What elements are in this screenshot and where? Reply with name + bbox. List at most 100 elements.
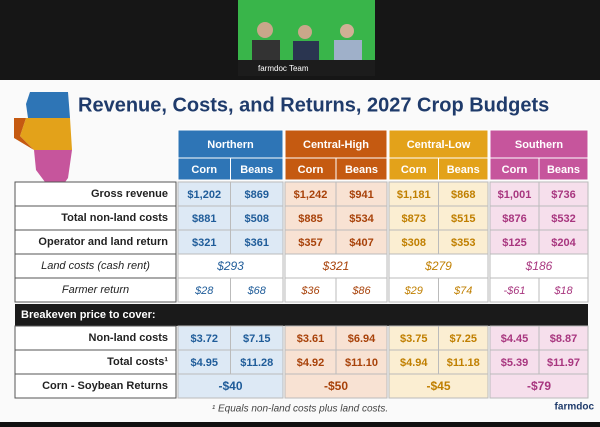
subheader-cell — [438, 157, 489, 181]
value: -$61 — [503, 285, 525, 297]
value-cell — [177, 205, 231, 231]
subheader-cell — [538, 157, 589, 181]
value-cell — [388, 205, 439, 231]
group-header — [177, 129, 284, 159]
value: $3.72 — [190, 333, 218, 345]
value-cell — [489, 229, 540, 255]
value-cell — [538, 181, 589, 207]
value-cell — [489, 181, 540, 207]
value: $28 — [194, 285, 214, 297]
row-label: Gross revenue — [91, 188, 168, 200]
group-header — [489, 129, 589, 159]
value-cell — [177, 253, 284, 279]
value-cell — [284, 373, 388, 399]
value-cell — [538, 325, 589, 351]
value-cell — [230, 349, 284, 375]
value-cell — [538, 205, 589, 231]
row-label-cell — [14, 229, 177, 255]
row-label: Farmer return — [62, 284, 129, 296]
value: $321 — [322, 259, 350, 273]
value-cell — [335, 229, 388, 255]
value: $868 — [451, 189, 475, 201]
value: $873 — [402, 213, 426, 225]
value-cell — [489, 373, 589, 399]
value: $515 — [451, 213, 475, 225]
subheader: Corn — [191, 164, 217, 176]
value: $11.18 — [447, 357, 480, 369]
value: -$50 — [324, 379, 348, 393]
value: $885 — [298, 213, 322, 225]
value: $407 — [349, 237, 373, 249]
row-label: Corn - Soybean Returns — [42, 380, 168, 392]
value-cell — [284, 325, 337, 351]
value: $353 — [451, 237, 475, 249]
subheader: Beans — [447, 164, 480, 176]
value-cell — [177, 181, 231, 207]
value: $881 — [192, 213, 216, 225]
value: $4.94 — [400, 357, 428, 369]
title: Revenue, Costs, and Returns, 2027 Crop B… — [78, 94, 549, 116]
value: $36 — [300, 285, 320, 297]
value-cell — [388, 253, 489, 279]
value-cell — [538, 349, 589, 375]
value: $534 — [349, 213, 374, 225]
subheader: Beans — [240, 164, 273, 176]
value: $8.87 — [550, 333, 578, 345]
row-label-cell — [14, 349, 177, 375]
value: $869 — [245, 189, 269, 201]
footnote: ¹ Equals non-land costs plus land costs. — [212, 404, 388, 415]
value: $186 — [525, 259, 553, 273]
row-label-cell — [14, 181, 177, 207]
group-name: Northern — [207, 139, 254, 151]
value: $204 — [551, 237, 576, 249]
value-cell — [388, 181, 439, 207]
value-cell — [335, 325, 388, 351]
row-label-cell — [14, 277, 177, 303]
logo: farmdoc — [555, 402, 595, 413]
section-band — [15, 304, 588, 326]
value: $29 — [404, 285, 423, 297]
value-cell — [489, 277, 540, 303]
group-name: Central-Low — [407, 139, 471, 151]
group-name: Central-High — [303, 139, 369, 151]
value: $86 — [351, 285, 371, 297]
value: $74 — [453, 285, 472, 297]
group-name: Southern — [515, 139, 564, 151]
value: -$40 — [218, 379, 242, 393]
value: $3.61 — [297, 333, 325, 345]
value: $321 — [192, 237, 216, 249]
value: $68 — [247, 285, 267, 297]
value-cell — [230, 277, 284, 303]
value: -$45 — [426, 379, 450, 393]
row-label: Non-land costs — [89, 332, 168, 344]
value-cell — [489, 253, 589, 279]
value: $11.97 — [547, 357, 580, 369]
group-header — [284, 129, 388, 159]
subheader: Corn — [502, 164, 528, 176]
value: $3.75 — [400, 333, 428, 345]
value-cell — [388, 277, 439, 303]
value-cell — [177, 325, 231, 351]
value: $1,001 — [498, 189, 532, 201]
value-cell — [177, 229, 231, 255]
value-cell — [489, 349, 540, 375]
value-cell — [438, 277, 489, 303]
section-title: Breakeven price to cover: — [21, 309, 156, 321]
value: $11.28 — [240, 357, 273, 369]
value: $357 — [298, 237, 322, 249]
value: $736 — [551, 189, 575, 201]
value: $361 — [245, 237, 269, 249]
subheader: Corn — [298, 164, 324, 176]
value-cell — [335, 205, 388, 231]
value: $279 — [424, 259, 452, 273]
value-cell — [538, 277, 589, 303]
value: $7.15 — [243, 333, 271, 345]
value: $4.95 — [190, 357, 218, 369]
row-label-cell — [14, 253, 177, 279]
value-cell — [438, 205, 489, 231]
value: $6.94 — [348, 333, 376, 345]
value: $5.39 — [501, 357, 529, 369]
subheader: Beans — [345, 164, 378, 176]
